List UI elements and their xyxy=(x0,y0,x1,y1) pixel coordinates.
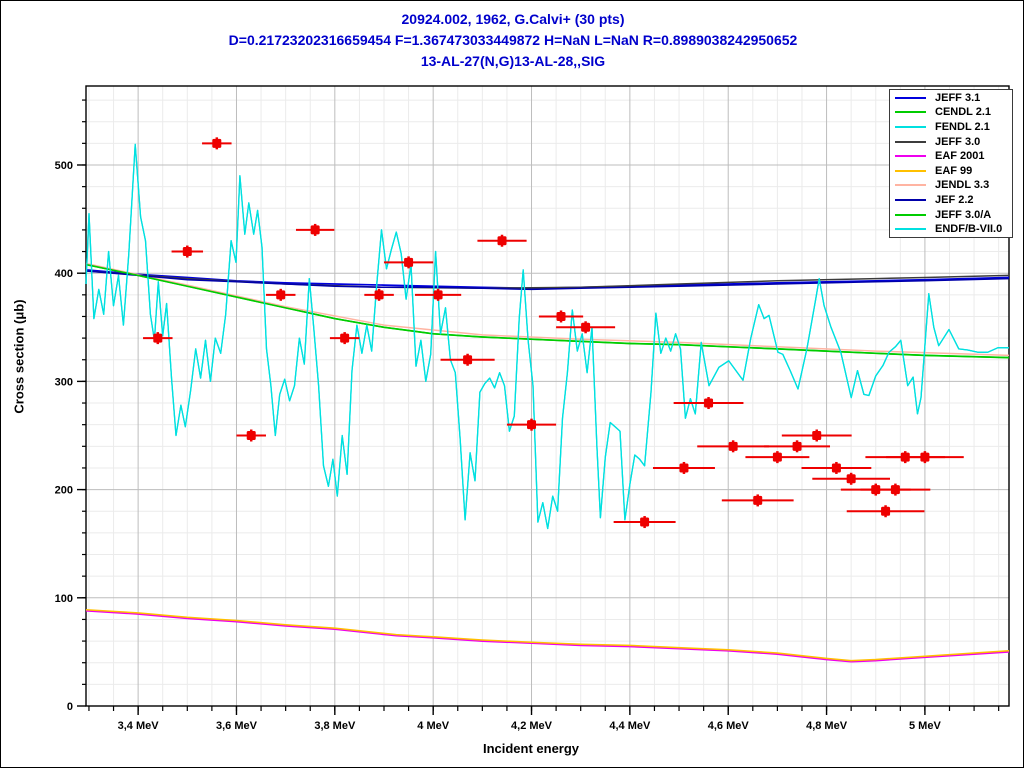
y-axis-label: Cross section (μb) xyxy=(11,299,27,414)
legend-label: EAF 2001 xyxy=(935,150,985,163)
plot-title-line1: 20924.002, 1962, G.Calvi+ (30 pts) xyxy=(401,11,625,27)
x-tick-label: 4 MeV xyxy=(417,720,449,732)
legend-line-icon-jeff31 xyxy=(895,96,926,99)
series-eaf2001-line xyxy=(85,609,1010,663)
legend-item-eaf99: EAF 99 xyxy=(890,164,1012,178)
series-endfb7-line xyxy=(85,143,1009,530)
x-tick-label: 4,4 MeV xyxy=(609,720,651,732)
legend-line-icon-eaf2001 xyxy=(895,155,926,158)
legend-item-jeff30a: JEFF 3.0/A xyxy=(890,208,1012,222)
title-block: 20924.002, 1962, G.Calvi+ (30 pts) D=0.2… xyxy=(1,9,1023,72)
legend-item-jeff31: JEFF 3.1 xyxy=(890,91,1012,105)
legend-item-cendl21: CENDL 2.1 xyxy=(890,105,1012,119)
y-tick-label: 400 xyxy=(55,268,73,280)
x-tick-label: 3,4 MeV xyxy=(118,720,160,732)
legend-line-icon-jendl33 xyxy=(895,184,926,187)
legend-line-icon-endfb7 xyxy=(895,228,926,231)
legend-label: JEFF 3.1 xyxy=(935,91,981,104)
y-tick-label: 100 xyxy=(55,593,73,605)
legend-label: EAF 99 xyxy=(935,164,973,177)
x-tick-label: 4,2 MeV xyxy=(511,720,553,732)
legend-item-jeff30: JEFF 3.0 xyxy=(890,135,1012,149)
y-tick-label: 500 xyxy=(55,160,73,172)
series-eaf99-line xyxy=(85,608,1010,662)
plot-title-line2: D=0.21723202316659454 F=1.36747303344987… xyxy=(228,32,798,48)
legend-item-eaf2001: EAF 2001 xyxy=(890,149,1012,163)
plot-border xyxy=(85,85,1010,707)
series-jeff30a-line xyxy=(85,263,1010,359)
legend-box: JEFF 3.1 CENDL 2.1 FENDL 2.1 JEFF 3.0 EAF 20… xyxy=(889,89,1013,238)
y-tick-label: 200 xyxy=(55,485,73,497)
plot-title-line3: 13-AL-27(N,G)13-AL-28,,SIG xyxy=(420,53,606,69)
y-tick-label: 0 xyxy=(67,701,73,713)
legend-line-icon-jeff30 xyxy=(895,140,926,143)
legend-item-endfb7: ENDF/B-VII.0 xyxy=(890,222,1012,236)
legend-line-icon-jef22 xyxy=(895,199,926,201)
legend-item-fendl21: FENDL 2.1 xyxy=(890,120,1012,134)
legend-label: JEFF 3.0 xyxy=(935,135,981,148)
y-tick-label: 300 xyxy=(55,376,73,388)
x-tick-label: 5 MeV xyxy=(909,720,941,732)
series-jef22-line xyxy=(85,270,1010,291)
x-tick-label: 3,8 MeV xyxy=(314,720,356,732)
legend-line-icon-jeff30a xyxy=(895,213,926,216)
x-tick-label: 3,6 MeV xyxy=(216,720,258,732)
legend-line-icon-eaf99 xyxy=(895,169,926,172)
legend-label: ENDF/B-VII.0 xyxy=(935,223,1003,236)
legend-label: FENDL 2.1 xyxy=(935,120,990,133)
legend-label: CENDL 2.1 xyxy=(935,106,992,119)
series-jendl33-line xyxy=(85,262,1010,357)
x-tick-label: 4,6 MeV xyxy=(708,720,750,732)
legend-label: JEF 2.2 xyxy=(935,194,974,206)
x-tick-label: 4,8 MeV xyxy=(806,720,848,732)
legend-item-jef22: JEF 2.2 xyxy=(890,193,1012,207)
legend-label: JENDL 3.3 xyxy=(935,179,990,192)
legend-label: JEFF 3.0/A xyxy=(935,208,992,221)
series-fendl21-line xyxy=(85,143,1009,530)
legend-line-icon-fendl21 xyxy=(895,125,926,128)
legend-item-jendl33: JENDL 3.3 xyxy=(890,178,1012,192)
legend-line-icon-cendl21 xyxy=(895,111,926,114)
x-axis-label: Incident energy xyxy=(482,741,580,756)
